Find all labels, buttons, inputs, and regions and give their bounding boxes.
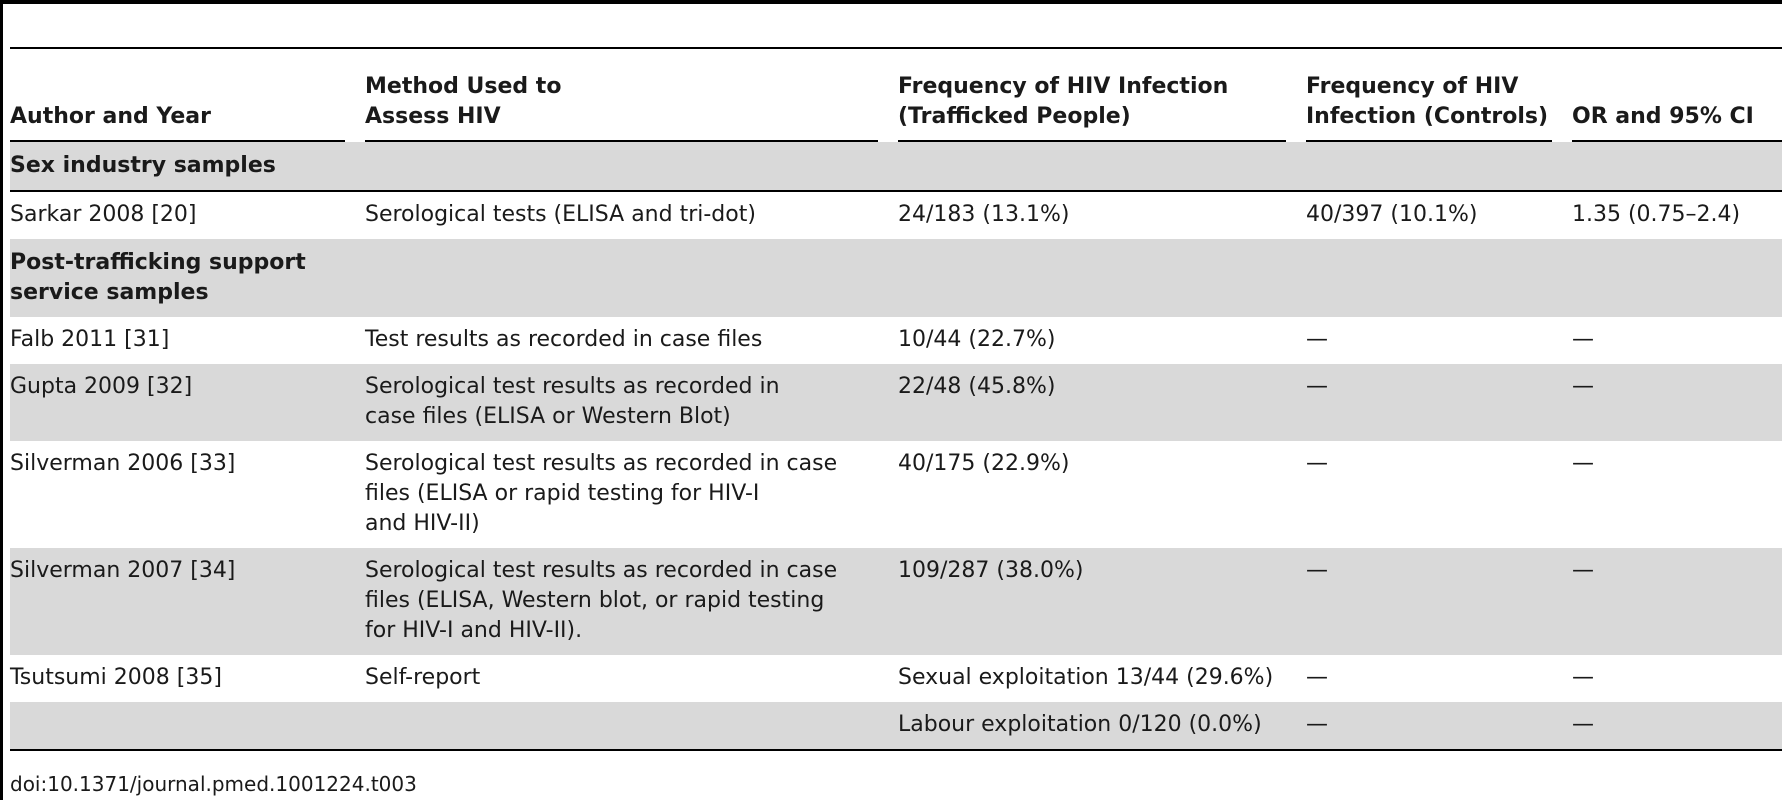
cell-or: — [1572, 327, 1594, 352]
cell-author: Silverman 2006 [33] [10, 451, 236, 476]
section-label: Sex industry samples [10, 142, 1782, 191]
cell-author: Falb 2011 [31] [10, 327, 170, 352]
cell-frequency: Labour exploitation 0/120 (0.0%) [898, 702, 1306, 751]
cell-or: — [1572, 364, 1782, 441]
cell-author: Gupta 2009 [32] [10, 364, 365, 441]
cell-frequency: 24/183 (13.1%) [898, 190, 1306, 239]
doi-footer: doi:10.1371/journal.pmed.1001224.t003 [10, 772, 417, 796]
table-container: Author and Year Method Used to Assess HIV… [10, 47, 1782, 751]
cell-or: — [1572, 702, 1782, 751]
header-or-ci: OR and 95% CI [1572, 48, 1782, 142]
cell-controls: — [1306, 364, 1572, 441]
top-rule [0, 0, 1782, 4]
table-row: Falb 2011 [31] Test results as recorded … [10, 317, 1782, 364]
hiv-frequency-table: Author and Year Method Used to Assess HIV… [10, 47, 1782, 751]
section-row-sex-industry: Sex industry samples [10, 142, 1782, 191]
header-row: Author and Year Method Used to Assess HIV… [10, 48, 1782, 142]
table-row: Labour exploitation 0/120 (0.0%) — — [10, 702, 1782, 751]
cell-author: Silverman 2007 [34] [10, 548, 365, 655]
section-row-post-trafficking: Post-trafficking support service samples [10, 239, 1782, 317]
cell-method: Self-report [365, 665, 481, 690]
cell-or: — [1572, 451, 1594, 476]
cell-or: — [1572, 548, 1782, 655]
left-rule [0, 0, 3, 800]
cell-method: Serological tests (ELISA and tri-dot) [365, 190, 898, 239]
cell-or: 1.35 (0.75–2.4) [1572, 190, 1782, 239]
cell-controls: — [1306, 451, 1328, 476]
cell-author: Sarkar 2008 [20] [10, 190, 365, 239]
cell-author: Tsutsumi 2008 [35] [10, 665, 222, 690]
header-frequency-controls: Frequency of HIV Infection (Controls) [1306, 48, 1572, 142]
cell-frequency: 40/175 (22.9%) [898, 451, 1070, 476]
table-row: Silverman 2006 [33] Serological test res… [10, 441, 1782, 548]
table-row: Silverman 2007 [34] Serological test res… [10, 548, 1782, 655]
header-method: Method Used to Assess HIV [365, 48, 898, 142]
cell-controls: — [1306, 702, 1572, 751]
cell-author [10, 702, 365, 751]
cell-controls: — [1306, 665, 1328, 690]
cell-method: Test results as recorded in case files [365, 327, 763, 352]
cell-frequency: 22/48 (45.8%) [898, 364, 1306, 441]
cell-frequency: Sexual exploitation 13/44 (29.6%) [898, 665, 1274, 690]
header-author: Author and Year [10, 48, 365, 142]
cell-frequency: 109/287 (38.0%) [898, 548, 1306, 655]
cell-controls: — [1306, 327, 1328, 352]
table-row: Gupta 2009 [32] Serological test results… [10, 364, 1782, 441]
cell-frequency: 10/44 (22.7%) [898, 327, 1056, 352]
cell-or: — [1572, 665, 1594, 690]
table-row: Tsutsumi 2008 [35] Self-report Sexual ex… [10, 655, 1782, 702]
section-label: Post-trafficking support service samples [10, 239, 1782, 317]
cell-controls: 40/397 (10.1%) [1306, 190, 1572, 239]
cell-method: Serological test results as recorded in … [365, 548, 898, 655]
header-frequency-trafficked: Frequency of HIV Infection (Trafficked Pe… [898, 48, 1306, 142]
table-row: Sarkar 2008 [20] Serological tests (ELIS… [10, 190, 1782, 239]
cell-controls: — [1306, 548, 1572, 655]
cell-method: Serological test results as recorded in … [365, 451, 838, 536]
cell-method [365, 702, 898, 751]
cell-method: Serological test results as recorded in c… [365, 364, 898, 441]
